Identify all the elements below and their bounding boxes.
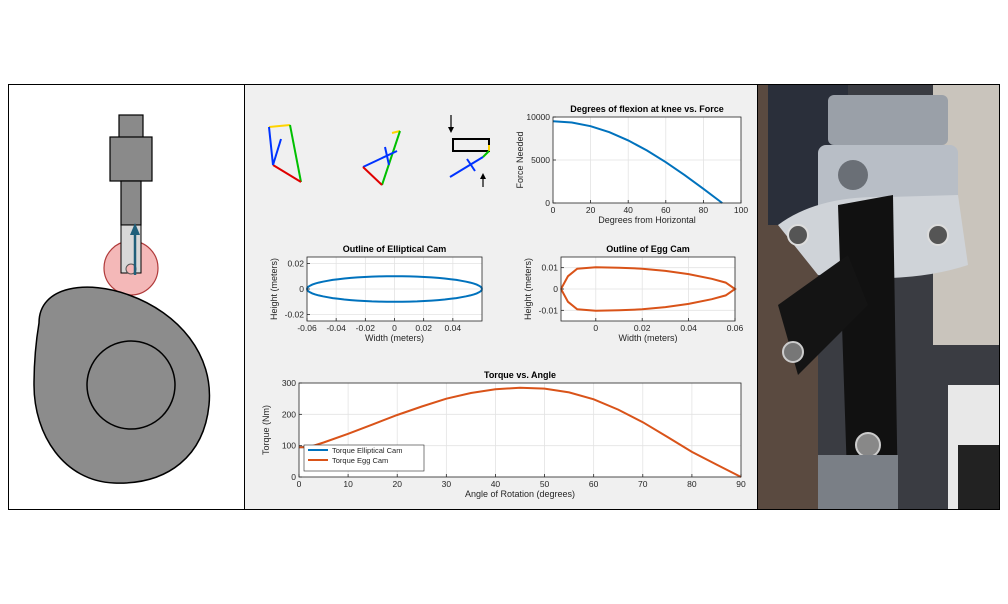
x-axis-label: Degrees from Horizontal bbox=[598, 215, 696, 225]
prosthesis-illustration bbox=[758, 85, 999, 509]
y-tick-label: 0 bbox=[545, 198, 550, 208]
y-tick-label: 5000 bbox=[531, 155, 550, 165]
cam-follower-diagram bbox=[33, 114, 211, 484]
y-tick-label: 0.02 bbox=[287, 258, 304, 268]
x-tick-label: 0 bbox=[392, 323, 397, 333]
y-tick-label: -0.02 bbox=[285, 310, 305, 320]
x-tick-label: 90 bbox=[736, 479, 746, 489]
x-tick-label: 0.06 bbox=[727, 323, 744, 333]
arrow-head bbox=[130, 223, 140, 235]
series-line-2 bbox=[299, 386, 742, 478]
y-tick-label: -0.01 bbox=[539, 305, 559, 315]
x-tick-label: -0.04 bbox=[326, 323, 346, 333]
x-tick-label: 30 bbox=[442, 479, 452, 489]
linkage-sketch-1 bbox=[268, 124, 302, 183]
x-tick-label: 80 bbox=[699, 205, 709, 215]
x-axis-label: Width (meters) bbox=[618, 333, 677, 343]
y-tick-label: 0 bbox=[553, 284, 558, 294]
chart-3: 0 0.02 0.04 0.06 -0.01 0 0.01 Outline of Egg Ca… bbox=[523, 244, 744, 343]
x-tick-label: 0 bbox=[551, 205, 556, 215]
x-tick-label: -0.02 bbox=[356, 323, 376, 333]
y-axis-label: Height (meters) bbox=[523, 258, 533, 320]
series-line-1 bbox=[552, 120, 723, 204]
y-tick-label: 100 bbox=[282, 441, 296, 451]
x-tick-label: 0.02 bbox=[634, 323, 651, 333]
x-tick-label: 100 bbox=[734, 205, 748, 215]
legend-label: Torque Egg Cam bbox=[332, 456, 388, 465]
pylon-adapter bbox=[828, 95, 948, 145]
chart-title: Outline of Egg Cam bbox=[606, 244, 690, 254]
x-tick-label: 80 bbox=[687, 479, 697, 489]
x-tick-label: 60 bbox=[589, 479, 599, 489]
x-axis-label: Angle of Rotation (degrees) bbox=[465, 489, 575, 499]
x-tick-label: -0.06 bbox=[297, 323, 317, 333]
x-tick-label: 60 bbox=[661, 205, 671, 215]
x-tick-label: 70 bbox=[638, 479, 648, 489]
x-tick-label: 40 bbox=[491, 479, 501, 489]
legend-label: Torque Elliptical Cam bbox=[332, 446, 402, 455]
chart-1: 0 20 40 60 80 100 0 5000 10000 Degrees of flexion… bbox=[515, 104, 748, 225]
x-tick-label: 20 bbox=[586, 205, 596, 215]
shaft-cap bbox=[118, 114, 144, 140]
x-tick-label: 0 bbox=[593, 323, 598, 333]
chart-2: -0.06 -0.04 -0.02 0 0.02 0.04 -0.02 0 0.02 Outlin… bbox=[269, 244, 483, 343]
linkage-sketch-2 bbox=[362, 130, 401, 186]
y-tick-label: 0 bbox=[299, 284, 304, 294]
y-tick-label: 300 bbox=[282, 378, 296, 388]
y-axis-label: Torque (Nm) bbox=[261, 405, 271, 455]
x-tick-label: 50 bbox=[540, 479, 550, 489]
axes-box bbox=[298, 382, 742, 478]
y-axis-label: Height (meters) bbox=[269, 258, 279, 320]
y-tick-label: 200 bbox=[282, 409, 296, 419]
linkage-sketch-3 bbox=[448, 115, 490, 187]
x-tick-label: 0.04 bbox=[680, 323, 697, 333]
y-tick-label: 0 bbox=[291, 472, 296, 482]
chart-title: Torque vs. Angle bbox=[484, 370, 556, 380]
x-tick-label: 20 bbox=[392, 479, 402, 489]
cam-diagram-panel bbox=[8, 84, 245, 510]
x-tick-label: 0 bbox=[297, 479, 302, 489]
x-tick-label: 40 bbox=[623, 205, 633, 215]
x-tick-label: 0.04 bbox=[445, 323, 462, 333]
egg-cam bbox=[33, 286, 211, 484]
matlab-figure-panel: 0 20 40 60 80 100 0 5000 10000 Degrees of flexion… bbox=[245, 84, 757, 510]
chart-title: Outline of Elliptical Cam bbox=[343, 244, 447, 254]
chart-4: 0 10 20 30 40 50 60 70 80 90 0 100 200 300 Torque vs. … bbox=[261, 370, 746, 499]
cam-bore-outer bbox=[86, 340, 176, 430]
prosthesis-photo bbox=[757, 84, 1000, 510]
x-axis-label: Width (meters) bbox=[365, 333, 424, 343]
x-tick-label: 0.02 bbox=[415, 323, 432, 333]
chart-title: Degrees of flexion at knee vs. Force bbox=[570, 104, 724, 114]
follower-housing bbox=[109, 136, 153, 182]
lower-adapter bbox=[818, 455, 898, 509]
y-axis-label: Force Needed bbox=[515, 131, 525, 188]
follower-rod bbox=[120, 180, 142, 226]
x-tick-label: 10 bbox=[343, 479, 353, 489]
y-tick-label: 10000 bbox=[526, 112, 550, 122]
y-tick-label: 0.01 bbox=[541, 263, 558, 273]
